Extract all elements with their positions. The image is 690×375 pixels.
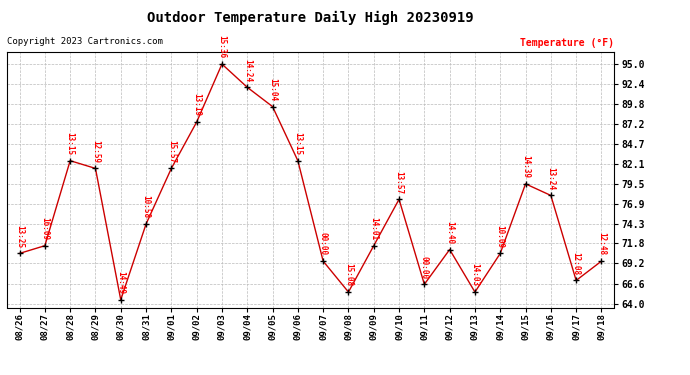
Text: 14:01: 14:01 [369, 217, 378, 240]
Text: 12:59: 12:59 [91, 140, 100, 163]
Text: 13:24: 13:24 [546, 167, 555, 190]
Text: 14:24: 14:24 [243, 58, 252, 82]
Text: 13:57: 13:57 [395, 171, 404, 194]
Text: 00:00: 00:00 [319, 232, 328, 256]
Text: Copyright 2023 Cartronics.com: Copyright 2023 Cartronics.com [7, 38, 163, 46]
Text: 14:40: 14:40 [445, 221, 454, 244]
Text: 13:15: 13:15 [293, 132, 302, 155]
Text: 15:57: 15:57 [167, 140, 176, 163]
Text: 14:03: 14:03 [471, 263, 480, 286]
Text: 00:00: 00:00 [420, 256, 429, 279]
Text: 14:39: 14:39 [521, 155, 530, 178]
Text: 13:19: 13:19 [192, 93, 201, 117]
Text: 12:08: 12:08 [571, 252, 581, 275]
Text: Temperature (°F): Temperature (°F) [520, 38, 614, 48]
Text: Outdoor Temperature Daily High 20230919: Outdoor Temperature Daily High 20230919 [147, 11, 474, 26]
Text: 12:48: 12:48 [597, 232, 606, 256]
Text: 14:49: 14:49 [116, 271, 126, 294]
Text: 10:58: 10:58 [141, 195, 150, 219]
Text: 15:08: 15:08 [344, 263, 353, 286]
Text: 15:36: 15:36 [217, 35, 226, 58]
Text: 13:15: 13:15 [66, 132, 75, 155]
Text: 10:09: 10:09 [495, 225, 505, 248]
Text: 16:09: 16:09 [40, 217, 50, 240]
Text: 13:25: 13:25 [15, 225, 24, 248]
Text: 15:04: 15:04 [268, 78, 277, 101]
